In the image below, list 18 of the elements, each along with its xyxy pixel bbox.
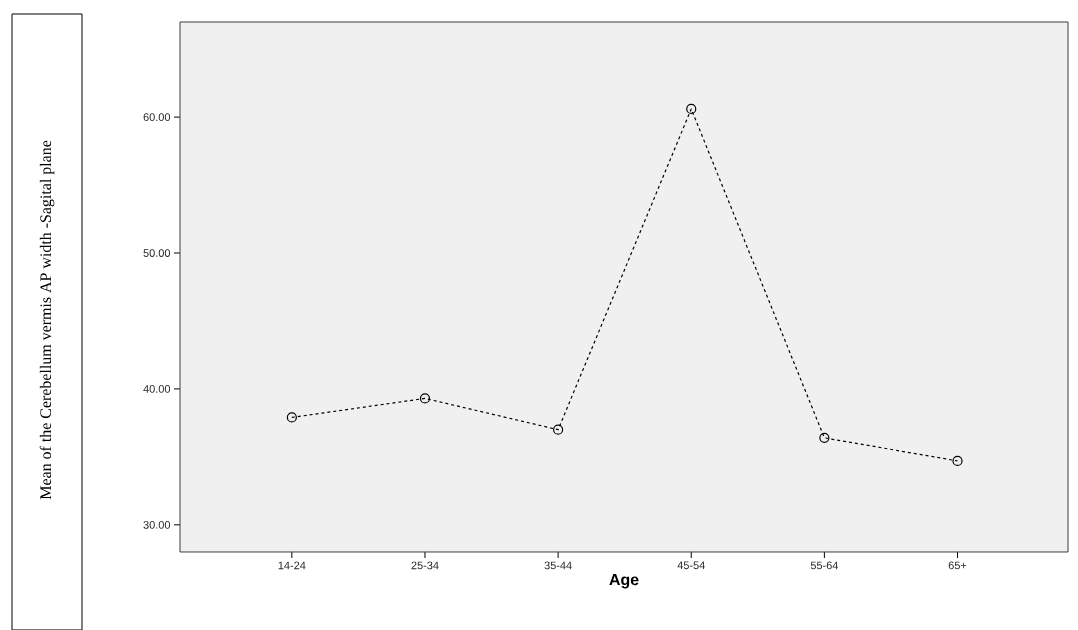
y-tick-label: 40.00	[143, 384, 171, 393]
x-tick-label: 25-34	[411, 561, 439, 570]
x-tick-label: 35-44	[544, 561, 572, 570]
point	[419, 393, 431, 404]
y-tick-label: 30.00	[143, 520, 171, 529]
x-axis-title: Age	[609, 573, 639, 589]
y-tick-label: 50.00	[143, 248, 171, 257]
x-tick-label: 55-64	[810, 561, 839, 570]
text: Mean of the Cerebellum vermis AP width -Sagital plane	[39, 140, 55, 500]
point	[686, 103, 697, 114]
x-tick-label: 14-24	[278, 561, 306, 569]
point	[819, 432, 830, 443]
x-tick-label: 65+	[948, 561, 967, 570]
point	[952, 455, 963, 466]
point	[286, 412, 297, 423]
point	[553, 424, 564, 435]
x-tick-label: 45-54	[677, 561, 705, 569]
y-tick-label: 60.00	[143, 113, 171, 121]
